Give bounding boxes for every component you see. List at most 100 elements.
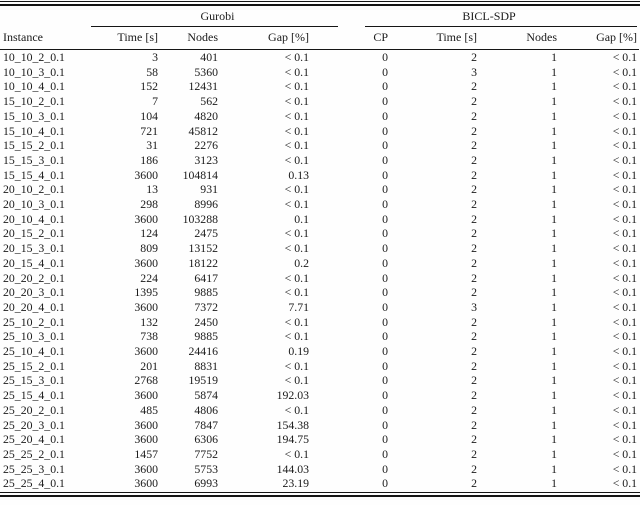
gurobi-nodes-cell: 8996 — [194, 197, 218, 212]
instance-cell: 10_10_4_0.1 — [3, 79, 65, 94]
gurobi-time-cell: 298 — [140, 197, 158, 212]
table-row: 25_20_4_0.1 3600 6306 194.75 0 2 1 < 0.1 — [0, 432, 639, 447]
gurobi-nodes-cell: 5874 — [194, 388, 218, 403]
bicl-gap-cell: < 0.1 — [612, 417, 638, 432]
bicl-sdp-spanner-rule — [365, 26, 637, 27]
bicl-time-cell: 2 — [471, 197, 478, 212]
gurobi-gap-cell: 192.03 — [276, 388, 310, 403]
gurobi-gap-cell: < 0.1 — [284, 197, 310, 212]
bicl-nodes-cell: 1 — [551, 461, 558, 476]
bicl-gap-cell: < 0.1 — [612, 123, 638, 138]
bicl-nodes-cell: 1 — [551, 211, 558, 226]
bicl-cp-cell: 0 — [382, 197, 389, 212]
gurobi-gap-cell: < 0.1 — [284, 108, 310, 123]
bicl-cp-cell: 0 — [382, 329, 389, 344]
gurobi-nodes-cell: 7372 — [194, 299, 218, 314]
instance-cell: 15_15_2_0.1 — [3, 138, 65, 153]
bicl-nodes-cell: 1 — [551, 373, 558, 388]
bicl-time-cell: 2 — [471, 314, 478, 329]
gurobi-nodes-cell: 5360 — [194, 64, 218, 79]
gurobi-time-cell: 186 — [140, 152, 158, 167]
gurobi-nodes-cell: 6993 — [194, 476, 218, 491]
table-header: Gurobi BICL-SDP Instance Time [s] Nodes … — [0, 6, 640, 50]
bicl-gap-cell: < 0.1 — [612, 402, 638, 417]
instance-cell: 20_10_2_0.1 — [3, 182, 65, 197]
instance-cell: 20_10_3_0.1 — [3, 197, 65, 212]
bicl-time-cell: 2 — [471, 94, 478, 109]
gurobi-nodes-cell: 18122 — [188, 255, 219, 270]
instance-cell: 15_10_4_0.1 — [3, 123, 65, 138]
gurobi-gap-cell: < 0.1 — [284, 138, 310, 153]
gurobi-gap-cell: < 0.1 — [284, 446, 310, 461]
gurobi-gap-cell: 0.2 — [294, 255, 310, 270]
bicl-time-cell: 2 — [471, 285, 478, 300]
table-row: 15_10_4_0.1 721 45812 < 0.1 0 2 1 < 0.1 — [0, 124, 639, 139]
bicl-cp-cell: 0 — [382, 358, 389, 373]
bicl-cp-cell: 0 — [382, 50, 389, 64]
bicl-gap-cell: < 0.1 — [612, 138, 638, 153]
gurobi-nodes-header: Nodes — [160, 26, 220, 50]
bicl-gap-cell: < 0.1 — [612, 167, 638, 182]
bicl-time-cell: 2 — [471, 167, 478, 182]
gurobi-time-cell: 2768 — [134, 373, 158, 388]
bicl-gap-cell: < 0.1 — [612, 108, 638, 123]
gurobi-time-header: Time [s] — [92, 26, 160, 50]
gurobi-time-cell: 13 — [146, 182, 158, 197]
bicl-cp-cell: 0 — [382, 94, 389, 109]
gurobi-time-cell: 152 — [140, 79, 158, 94]
bicl-cp-cell: 0 — [382, 314, 389, 329]
bicl-cp-cell: 0 — [382, 417, 389, 432]
bicl-cp-cell: 0 — [382, 476, 389, 491]
bicl-cp-cell: 0 — [382, 64, 389, 79]
bicl-nodes-cell: 1 — [551, 182, 558, 197]
table-row: 10_10_2_0.1 3 401 < 0.1 0 2 1 < 0.1 — [0, 50, 639, 65]
bicl-gap-cell: < 0.1 — [612, 79, 638, 94]
bicl-nodes-cell: 1 — [551, 108, 558, 123]
gurobi-time-cell: 3600 — [134, 167, 158, 182]
bicl-nodes-cell: 1 — [551, 402, 558, 417]
instance-cell: 25_20_4_0.1 — [3, 432, 65, 447]
bicl-nodes-cell: 1 — [551, 94, 558, 109]
bicl-gap-cell: < 0.1 — [612, 226, 638, 241]
table-row: 15_10_2_0.1 7 562 < 0.1 0 2 1 < 0.1 — [0, 94, 639, 109]
instance-cell: 25_10_2_0.1 — [3, 314, 65, 329]
bicl-gap-cell: < 0.1 — [612, 211, 638, 226]
instance-cell: 25_15_3_0.1 — [3, 373, 65, 388]
bicl-nodes-cell: 1 — [551, 344, 558, 359]
bicl-gap-cell: < 0.1 — [612, 241, 638, 256]
gurobi-time-cell: 3 — [152, 50, 158, 64]
table-row: 20_10_4_0.1 3600 103288 0.1 0 2 1 < 0.1 — [0, 212, 639, 227]
gurobi-nodes-cell: 9885 — [194, 329, 218, 344]
gurobi-gap-cell: < 0.1 — [284, 123, 310, 138]
instance-column-header: Instance — [0, 26, 92, 50]
bicl-nodes-cell: 1 — [551, 446, 558, 461]
bicl-gap-cell: < 0.1 — [612, 182, 638, 197]
table-row: 25_25_2_0.1 1457 7752 < 0.1 0 2 1 < 0.1 — [0, 447, 639, 462]
gurobi-time-cell: 3600 — [134, 461, 158, 476]
bicl-nodes-cell: 1 — [551, 270, 558, 285]
table-row: 20_15_4_0.1 3600 18122 0.2 0 2 1 < 0.1 — [0, 256, 639, 271]
instance-cell: 20_20_2_0.1 — [3, 270, 65, 285]
gurobi-time-cell: 132 — [140, 314, 158, 329]
gurobi-gap-cell: < 0.1 — [284, 79, 310, 94]
table-bottom-rule — [0, 492, 640, 498]
instance-cell: 15_10_2_0.1 — [3, 94, 65, 109]
gurobi-gap-cell: 7.71 — [288, 299, 310, 314]
bicl-gap-cell: < 0.1 — [612, 285, 638, 300]
bicl-gap-cell: < 0.1 — [612, 314, 638, 329]
gurobi-gap-cell: < 0.1 — [284, 329, 310, 344]
gurobi-time-cell: 721 — [140, 123, 158, 138]
bicl-nodes-cell: 1 — [551, 241, 558, 256]
bicl-cp-header: CP — [311, 26, 391, 50]
gurobi-nodes-cell: 401 — [200, 50, 218, 64]
bicl-cp-cell: 0 — [382, 138, 389, 153]
gurobi-time-cell: 809 — [140, 241, 158, 256]
bicl-cp-cell: 0 — [382, 255, 389, 270]
instance-cell: 20_20_3_0.1 — [3, 285, 65, 300]
bicl-nodes-cell: 1 — [551, 417, 558, 432]
bicl-cp-cell: 0 — [382, 432, 389, 447]
bicl-gap-cell: < 0.1 — [612, 255, 638, 270]
gurobi-gap-cell: 0.19 — [288, 344, 310, 359]
bicl-cp-cell: 0 — [382, 285, 389, 300]
table-row: 20_20_4_0.1 3600 7372 7.71 0 3 1 < 0.1 — [0, 300, 639, 315]
